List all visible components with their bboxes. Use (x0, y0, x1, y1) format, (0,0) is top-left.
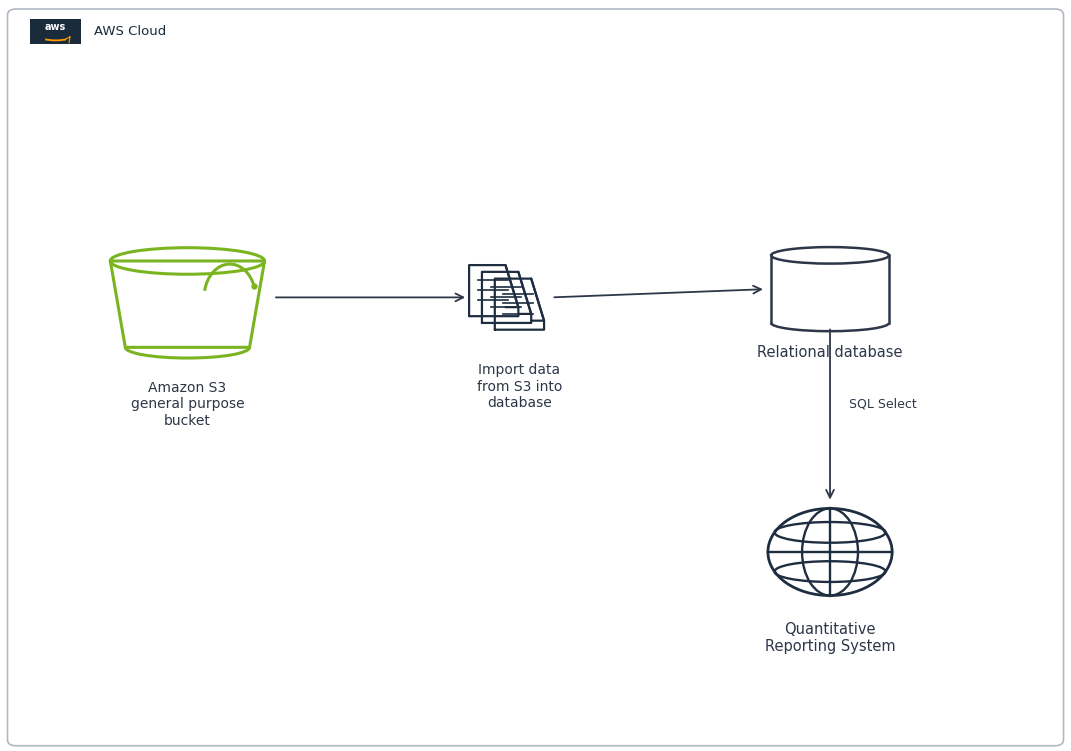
Text: aws: aws (45, 23, 66, 32)
Text: Relational database: Relational database (757, 345, 903, 360)
FancyBboxPatch shape (7, 9, 1064, 746)
Bar (30, 19, 81, 44)
Text: Amazon S3
general purpose
bucket: Amazon S3 general purpose bucket (131, 381, 244, 427)
Text: AWS Cloud: AWS Cloud (94, 25, 166, 38)
Text: Import data
from S3 into
database: Import data from S3 into database (477, 363, 562, 410)
Text: Quantitative
Reporting System: Quantitative Reporting System (765, 622, 895, 654)
Text: SQL Select: SQL Select (849, 398, 917, 411)
